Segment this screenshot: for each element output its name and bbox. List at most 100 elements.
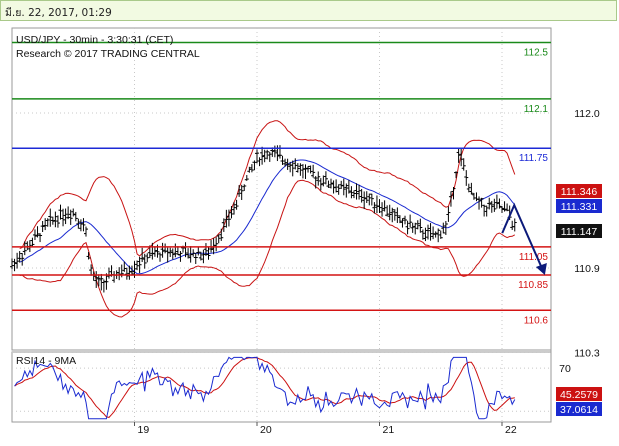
price-bar [311,164,316,178]
price-bar [369,193,374,206]
price-tag-text: 111.331 [561,201,598,213]
rsi-tag-box [556,402,602,416]
price-bar [173,243,178,258]
price-bar [397,215,402,224]
price-bar [17,251,22,263]
price-bar [298,163,303,176]
price-bar [170,248,175,260]
price-bar [247,166,252,173]
price-bar [262,149,267,163]
price-bar [242,184,247,191]
price-bar [392,209,397,221]
price-bar [68,209,73,225]
rsi-gridlines [12,352,551,426]
rsi-tags: 45.2579 37.0614 [556,387,602,416]
price-bar [239,184,244,200]
price-bar [40,220,45,233]
price-bar [219,228,224,241]
price-bar [410,222,415,233]
price-bar [456,148,461,163]
price-panel-frame [11,27,552,351]
price-bar [186,248,191,259]
price-bar [124,267,129,280]
price-bar [165,247,170,263]
price-bar [203,243,208,256]
timestamp-label: มี.ย. 22, 2017, 01:29 [5,7,112,19]
price-bar [81,218,86,232]
price-bar [48,208,53,227]
price-bar [334,179,339,193]
price-bar [252,160,257,171]
price-bar [318,178,323,191]
price-bar [494,194,499,209]
price-bar [415,220,420,230]
price-bar [35,226,40,238]
price-bar [76,218,81,229]
forecast-arrow [501,202,547,276]
price-bar [377,199,382,214]
level-label-112.5: 112.5 [524,48,549,59]
price-bar [232,202,237,215]
price-bar [84,226,89,237]
price-bar [160,242,165,258]
price-bar [285,158,290,170]
price-bar [293,158,298,170]
y-tick-label-112.0: 112.0 [574,108,600,120]
price-bar [43,218,48,231]
price-bar [428,223,433,241]
price-bar [323,171,328,185]
price-bar [316,171,321,186]
price-bar [408,214,413,228]
price-bar [265,149,270,160]
price-bar [390,207,395,223]
x-tick-label-19: 19 [138,424,150,436]
price-bar [423,227,428,242]
price-bar [30,237,35,247]
price-bar [459,148,464,167]
price-bar [436,228,441,243]
price-bar [140,247,145,263]
price-bar [32,229,37,240]
y-tick-label-110.9: 110.9 [574,263,600,275]
price-bar [229,205,234,219]
x-tick-label-22: 22 [505,424,517,436]
price-bar [497,198,502,209]
rsi-line [14,356,516,420]
price-bar [479,197,484,208]
price-bar [329,178,334,189]
price-bar [178,251,183,262]
price-bar [500,206,504,213]
price-bar [372,202,377,214]
price-bar [96,274,101,287]
price-tag-111.147: 111.147 [556,224,602,238]
price-bar [152,246,157,257]
price-bar [502,201,507,212]
price-bar [487,197,492,210]
price-tag-box [556,184,602,198]
price-bar [364,191,369,204]
level-label-111.75: 111.75 [519,153,549,164]
price-bar [380,202,385,217]
price-bar [191,249,196,257]
rsi-tag-text: 37.0614 [560,404,598,416]
price-bar [505,203,510,212]
price-bar [385,205,390,217]
price-bar [55,215,60,228]
level-label-110.85: 110.85 [518,280,548,291]
price-bar [196,246,201,256]
price-bar [255,149,259,164]
price-bar [492,198,497,212]
price-bar [367,193,372,206]
price-bar [214,237,219,252]
x-tick-labels: 19 20 21 22 [138,424,517,436]
price-bar [454,171,459,179]
price-bar [326,180,331,188]
price-bar [63,208,68,225]
price-bar [99,273,104,291]
support-resistance-levels: 112.5 112.1 111.75 111.05 110.85 110.6 [12,41,551,326]
price-bar [175,246,180,256]
price-bar [466,183,471,193]
price-tag-111.346: 111.346 [556,184,602,198]
x-tick-label-20: 20 [260,424,272,436]
